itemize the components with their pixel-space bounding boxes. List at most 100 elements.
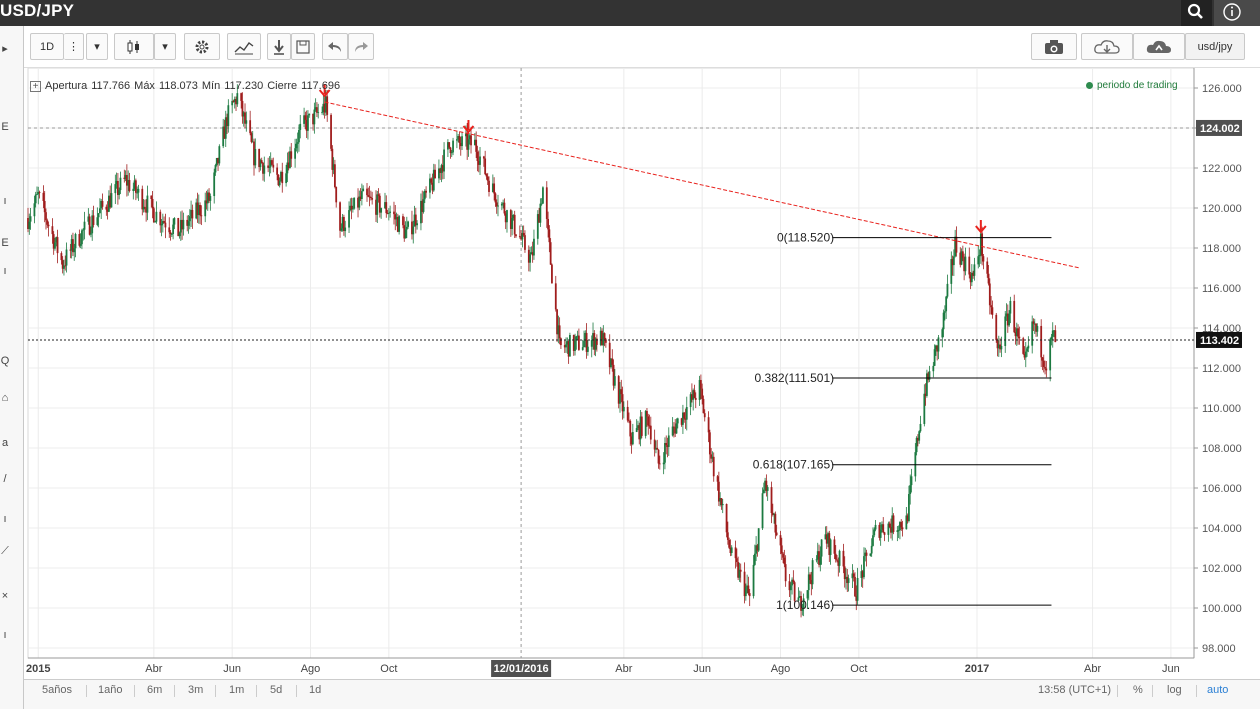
candle-body — [1036, 325, 1039, 332]
x-tick-label: Jun — [1162, 663, 1180, 675]
candle-body — [350, 205, 353, 210]
lock-icon[interactable]: a — [1, 437, 9, 449]
candle-body — [513, 214, 516, 235]
cloud-download-icon[interactable] — [1081, 33, 1133, 60]
candle-body — [1024, 351, 1027, 358]
candle-body — [585, 332, 588, 352]
candle-body — [712, 456, 715, 477]
candle-body — [493, 183, 496, 194]
candle-body — [847, 578, 850, 583]
undo-icon[interactable] — [322, 33, 348, 60]
download-icon[interactable] — [267, 33, 291, 60]
candle-body — [195, 202, 198, 219]
candle-body — [629, 420, 632, 437]
eye-icon[interactable]: ı — [3, 513, 7, 525]
interval-dropdown-icon[interactable]: ▾ — [86, 33, 108, 60]
candle-body — [721, 503, 724, 506]
percent-toggle[interactable]: % — [1133, 684, 1143, 696]
symbol-search-field[interactable]: usd/jpy — [1185, 33, 1245, 60]
search-icon[interactable] — [1181, 0, 1212, 26]
fib-tool-icon[interactable]: E — [1, 237, 9, 249]
candle-body — [134, 180, 137, 193]
candle-body — [746, 585, 749, 588]
crosshair-tool-icon[interactable]: E — [1, 121, 9, 133]
range-6m[interactable]: 6m — [147, 684, 163, 696]
magnet-icon[interactable]: × — [1, 590, 9, 602]
range-5d[interactable]: 5d — [270, 684, 283, 696]
redo-icon[interactable] — [348, 33, 374, 60]
range-1d[interactable]: 1d — [309, 684, 322, 696]
candle-body — [447, 142, 449, 150]
candle-body — [486, 176, 489, 181]
candle-body — [253, 141, 255, 166]
interval-button[interactable]: 1D — [30, 33, 64, 60]
candle-body — [491, 183, 494, 192]
chart-area[interactable]: 126.000124.000122.000120.000118.000116.0… — [24, 68, 1260, 679]
settings-gear-icon[interactable] — [184, 33, 220, 60]
candle-body — [332, 164, 335, 170]
trading-period-legend[interactable]: periodo de trading — [1086, 80, 1178, 91]
candle-body — [114, 184, 117, 194]
candle-body — [905, 515, 908, 530]
save-icon[interactable] — [291, 33, 315, 60]
zoom-icon[interactable]: Q — [0, 355, 10, 367]
candle-body — [648, 425, 651, 427]
log-toggle[interactable]: log — [1167, 684, 1182, 696]
candle-body — [105, 206, 108, 210]
candle-body — [945, 296, 948, 312]
indicators-icon[interactable] — [227, 33, 261, 60]
chart-type-dropdown-icon[interactable]: ▾ — [154, 33, 176, 60]
trash-icon[interactable]: ⟋ — [1, 545, 9, 557]
candle-body — [810, 579, 813, 585]
fib-level-label: 1(100.146) — [776, 598, 834, 612]
candle-body — [951, 259, 954, 266]
candle-body — [1023, 353, 1026, 358]
candle-body — [296, 142, 299, 144]
more-intervals-icon[interactable]: ⋮ — [64, 33, 84, 60]
range-5y[interactable]: 5años — [42, 684, 72, 696]
text-tool-icon[interactable]: ı — [3, 265, 7, 277]
timezone-clock[interactable]: 13:58 (UTC+1) — [1038, 684, 1112, 696]
candle-body — [420, 200, 422, 224]
candle-body — [680, 418, 683, 425]
candle-body — [181, 219, 183, 230]
candlestick-icon[interactable] — [114, 33, 154, 60]
candle-body — [303, 115, 305, 124]
low-label: Mín — [201, 80, 221, 92]
candle-body — [495, 202, 498, 207]
expand-legend-icon[interactable]: + — [30, 80, 41, 92]
candle-body — [883, 532, 886, 535]
candle-body — [665, 443, 668, 446]
candle-body — [504, 213, 507, 223]
candle-body — [753, 553, 756, 565]
range-3m[interactable]: 3m — [188, 684, 204, 696]
candle-body — [404, 229, 407, 239]
candle-body — [46, 220, 49, 225]
candle-body — [1009, 300, 1012, 314]
candle-body — [369, 196, 372, 199]
candle-body — [127, 179, 130, 186]
range-1m[interactable]: 1m — [229, 684, 245, 696]
measure-icon[interactable]: ⌂ — [1, 392, 9, 404]
candle-body — [305, 119, 308, 131]
info-icon[interactable] — [1214, 0, 1260, 26]
candle-body — [818, 551, 820, 565]
title-bar: USD/JPY — [0, 0, 1260, 26]
candle-body — [529, 254, 531, 263]
expand-icon[interactable]: ▸ — [2, 43, 8, 55]
trendline-tool-icon[interactable]: ı — [3, 195, 7, 207]
pencil-icon[interactable]: / — [3, 473, 7, 485]
auto-toggle[interactable]: auto — [1207, 684, 1229, 696]
cloud-upload-icon[interactable] — [1133, 33, 1185, 60]
candle-body — [500, 203, 503, 206]
candle-body — [865, 552, 868, 556]
screenshot-camera-icon[interactable] — [1031, 33, 1077, 60]
range-1y[interactable]: 1año — [98, 684, 123, 696]
candle-body — [854, 576, 856, 597]
candle-body — [1018, 336, 1021, 339]
price-chart[interactable]: 126.000124.000122.000120.000118.000116.0… — [24, 68, 1260, 679]
candle-body — [842, 550, 845, 567]
candle-body — [881, 524, 883, 530]
candle-body — [771, 513, 774, 515]
settings-tool-icon[interactable]: ı — [3, 629, 7, 641]
